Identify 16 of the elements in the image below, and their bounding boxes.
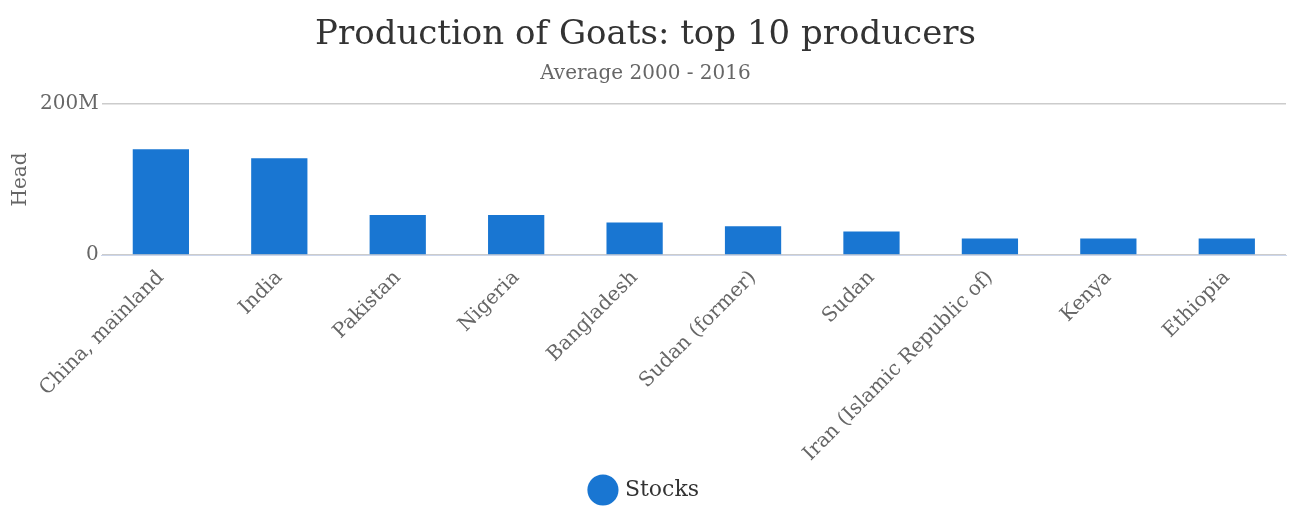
bar (251, 158, 308, 255)
bar (961, 238, 1019, 255)
bar (843, 231, 900, 255)
bar (724, 226, 782, 255)
chart-subtitle: Average 2000 - 2016 (539, 60, 751, 84)
y-tick-label: 200M (40, 90, 99, 114)
chart-title: Production of Goats: top 10 producers (315, 12, 976, 53)
bar (1198, 238, 1255, 255)
bar (488, 214, 545, 255)
y-tick-label: 0 (85, 241, 99, 266)
bar (132, 149, 189, 255)
bar (369, 214, 426, 255)
bar (1080, 238, 1137, 255)
bar (606, 222, 663, 255)
y-axis-title: Head (7, 152, 32, 207)
legend-label: Stocks (624, 475, 700, 501)
